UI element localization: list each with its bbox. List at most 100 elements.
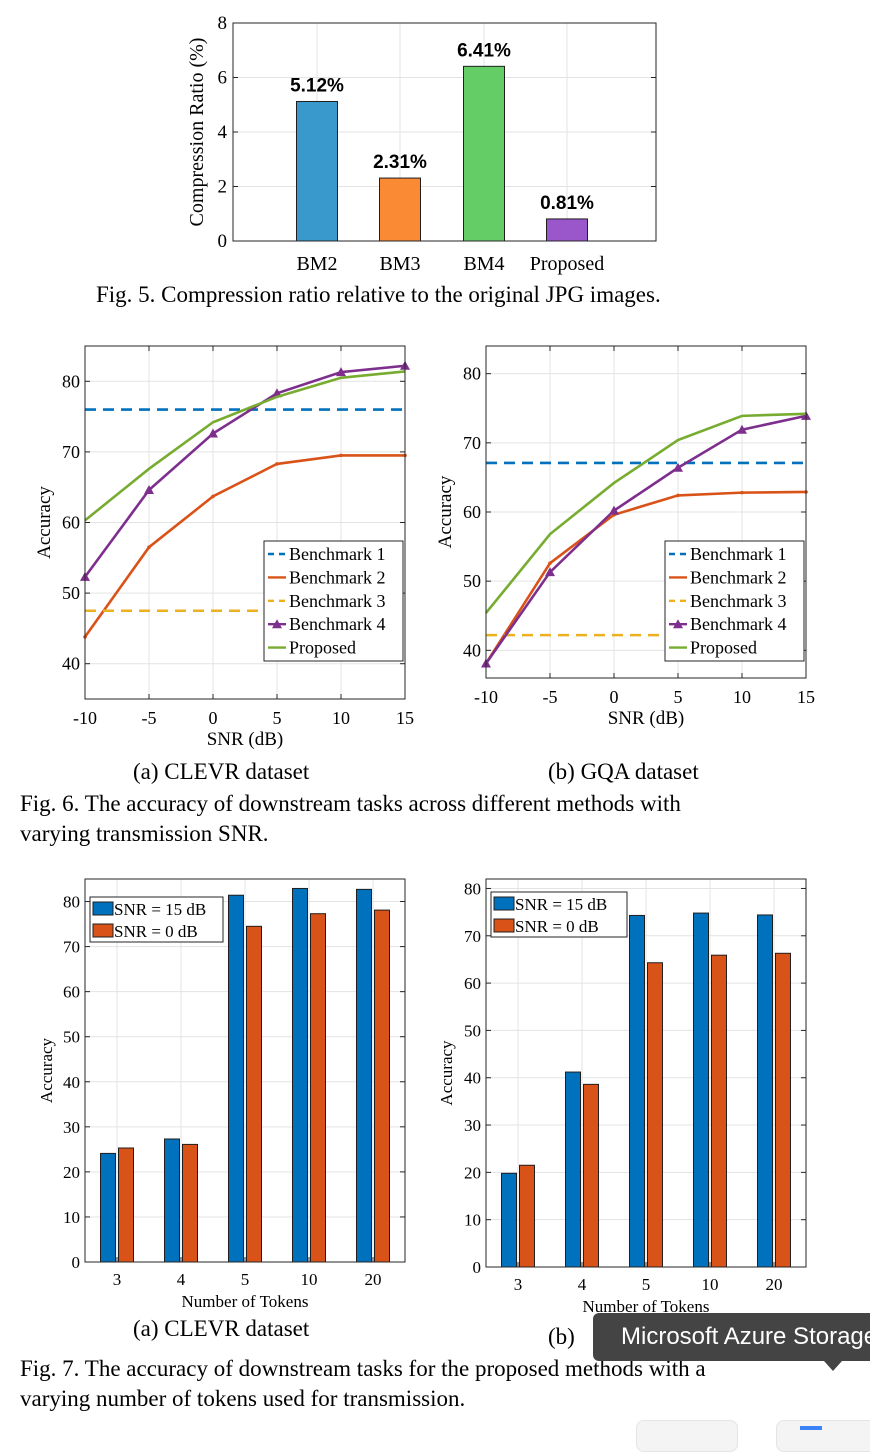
y-tick-label: 60 (62, 513, 80, 533)
y-tick-label: 70 (463, 433, 481, 453)
bar-snr-15-db (356, 888, 372, 1263)
y-tick-label: 10 (464, 1211, 481, 1230)
bar-BM3 (379, 177, 421, 242)
legend-box (664, 540, 805, 662)
y-axis-label: Accuracy (37, 1037, 56, 1103)
legend-label: Benchmark 3 (690, 591, 786, 611)
series-line-proposed (84, 370, 406, 522)
x-tick-label: 10 (301, 1270, 318, 1289)
x-tick-label: 4 (578, 1275, 587, 1294)
data-point-marker (673, 462, 683, 472)
y-tick-label: 60 (63, 983, 80, 1002)
data-point-marker (211, 494, 215, 499)
legend-label: Proposed (289, 638, 356, 658)
legend-label: Benchmark 1 (289, 544, 385, 564)
y-axis-label: Accuracy (437, 1040, 456, 1106)
legend-swatch (493, 896, 515, 911)
legend-box (263, 540, 404, 662)
y-tick-label: 70 (464, 927, 481, 946)
bar-snr-15-db (629, 914, 645, 1268)
data-point-marker (339, 453, 343, 458)
data-point-marker (275, 462, 279, 466)
y-axis-label: Accuracy (435, 475, 456, 548)
y-tick-label: 40 (463, 640, 481, 660)
bar-snr-0-db (647, 962, 663, 1268)
series-line-benchmark-4 (484, 414, 807, 665)
y-tick-label: 30 (464, 1116, 481, 1135)
tooltip-arrow (824, 1361, 842, 1371)
legend-label: SNR = 0 dB (515, 917, 599, 936)
y-tick-label: 80 (463, 364, 481, 384)
bar-snr-0-db (519, 1164, 535, 1268)
bar-snr-15-db (292, 887, 308, 1263)
y-tick-label: 0 (473, 1258, 482, 1277)
y-tick-label: 40 (62, 654, 80, 674)
legend-label: SNR = 15 dB (114, 900, 206, 919)
bottom-toolbar-button[interactable] (636, 1420, 738, 1452)
y-tick-label: 70 (63, 938, 80, 957)
series-line-proposed (484, 412, 807, 614)
fig6b-chart: 40 50 60 70 80 -10 -5 0 5 10 15 SNR (dB) Accuracy Ben… (435, 345, 815, 729)
tooltip: Microsoft Azure Storage (593, 1313, 870, 1361)
x-tick-label: 5 (674, 687, 683, 707)
bar-snr-0-db (711, 954, 727, 1268)
y-tick-label: 50 (463, 571, 481, 591)
fig7-caption-line1: Fig. 7. The accuracy of downstream tasks… (20, 1356, 706, 1381)
fig7a-subcaption: (a) CLEVR dataset (133, 1316, 310, 1341)
x-tick-label: BM3 (379, 253, 420, 275)
x-tick-label: 20 (365, 1270, 382, 1289)
legend-label: Proposed (690, 638, 757, 658)
bar-Proposed (546, 218, 588, 242)
data-point-marker (740, 490, 744, 495)
value-label-BM4: 6.41% (457, 40, 511, 61)
data-point-marker (548, 561, 552, 565)
y-tick-label: 70 (62, 442, 80, 462)
y-tick-label: 0 (218, 231, 228, 252)
series-line-benchmark-2 (484, 490, 807, 665)
value-label-BM3: 2.31% (373, 152, 427, 173)
legend-label: SNR = 15 dB (515, 895, 607, 914)
data-point-marker (336, 367, 346, 377)
bar-snr-15-db (501, 1172, 517, 1268)
data-point-marker (545, 567, 555, 577)
y-tick-label: 50 (62, 583, 80, 603)
y-tick-label: 30 (63, 1118, 80, 1137)
axes-box (84, 878, 406, 1263)
document-icon (800, 1426, 822, 1430)
axes-box (232, 22, 657, 242)
fig5-chart: 5.12% BM2 2.31% BM3 6.41% BM4 0.81% Proposed 0 2 4… (186, 13, 657, 275)
series-line-benchmark-4 (83, 364, 406, 578)
y-axis-label: Accuracy (34, 486, 55, 559)
axes-box (84, 345, 406, 700)
y-tick-label: 8 (218, 13, 228, 34)
x-tick-label: 10 (702, 1275, 719, 1294)
axes-box (485, 878, 807, 1268)
bottom-toolbar-button-2[interactable] (776, 1420, 870, 1452)
fig6-caption-line1: Fig. 6. The accuracy of downstream tasks… (20, 791, 681, 816)
axes-box (485, 345, 807, 679)
bar-snr-15-db (228, 894, 244, 1263)
legend-label: Benchmark 2 (289, 567, 385, 587)
y-tick-label: 40 (464, 1069, 481, 1088)
x-tick-label: 5 (642, 1275, 651, 1294)
fig7a-chart: 0 10 20 30 40 50 60 70 80 3 4 5 10 20 Number of Tokens… (37, 878, 406, 1311)
x-tick-label: BM2 (296, 253, 337, 275)
legend-label: Benchmark 4 (289, 614, 385, 634)
legend-swatch (493, 918, 515, 933)
legend-swatch (92, 901, 114, 916)
legend-label: Benchmark 1 (690, 544, 786, 564)
bar-snr-0-db (118, 1147, 134, 1263)
x-tick-label: -10 (73, 708, 97, 728)
legend-label: Benchmark 2 (690, 567, 786, 587)
y-tick-label: 80 (464, 879, 481, 898)
y-tick-label: 50 (63, 1028, 80, 1047)
x-axis-label: SNR (dB) (608, 708, 685, 729)
value-label-BM2: 5.12% (290, 75, 344, 96)
x-tick-label: -5 (543, 687, 558, 707)
x-tick-label: 15 (396, 708, 414, 728)
fig7b-chart: 0 10 20 30 40 50 60 70 80 3 4 5 10 20 Number of Tokens… (437, 878, 807, 1315)
y-tick-label: 0 (72, 1253, 81, 1272)
data-point-marker (609, 505, 619, 515)
x-axis-label: Number of Tokens (583, 1297, 710, 1315)
y-tick-label: 4 (218, 122, 228, 143)
